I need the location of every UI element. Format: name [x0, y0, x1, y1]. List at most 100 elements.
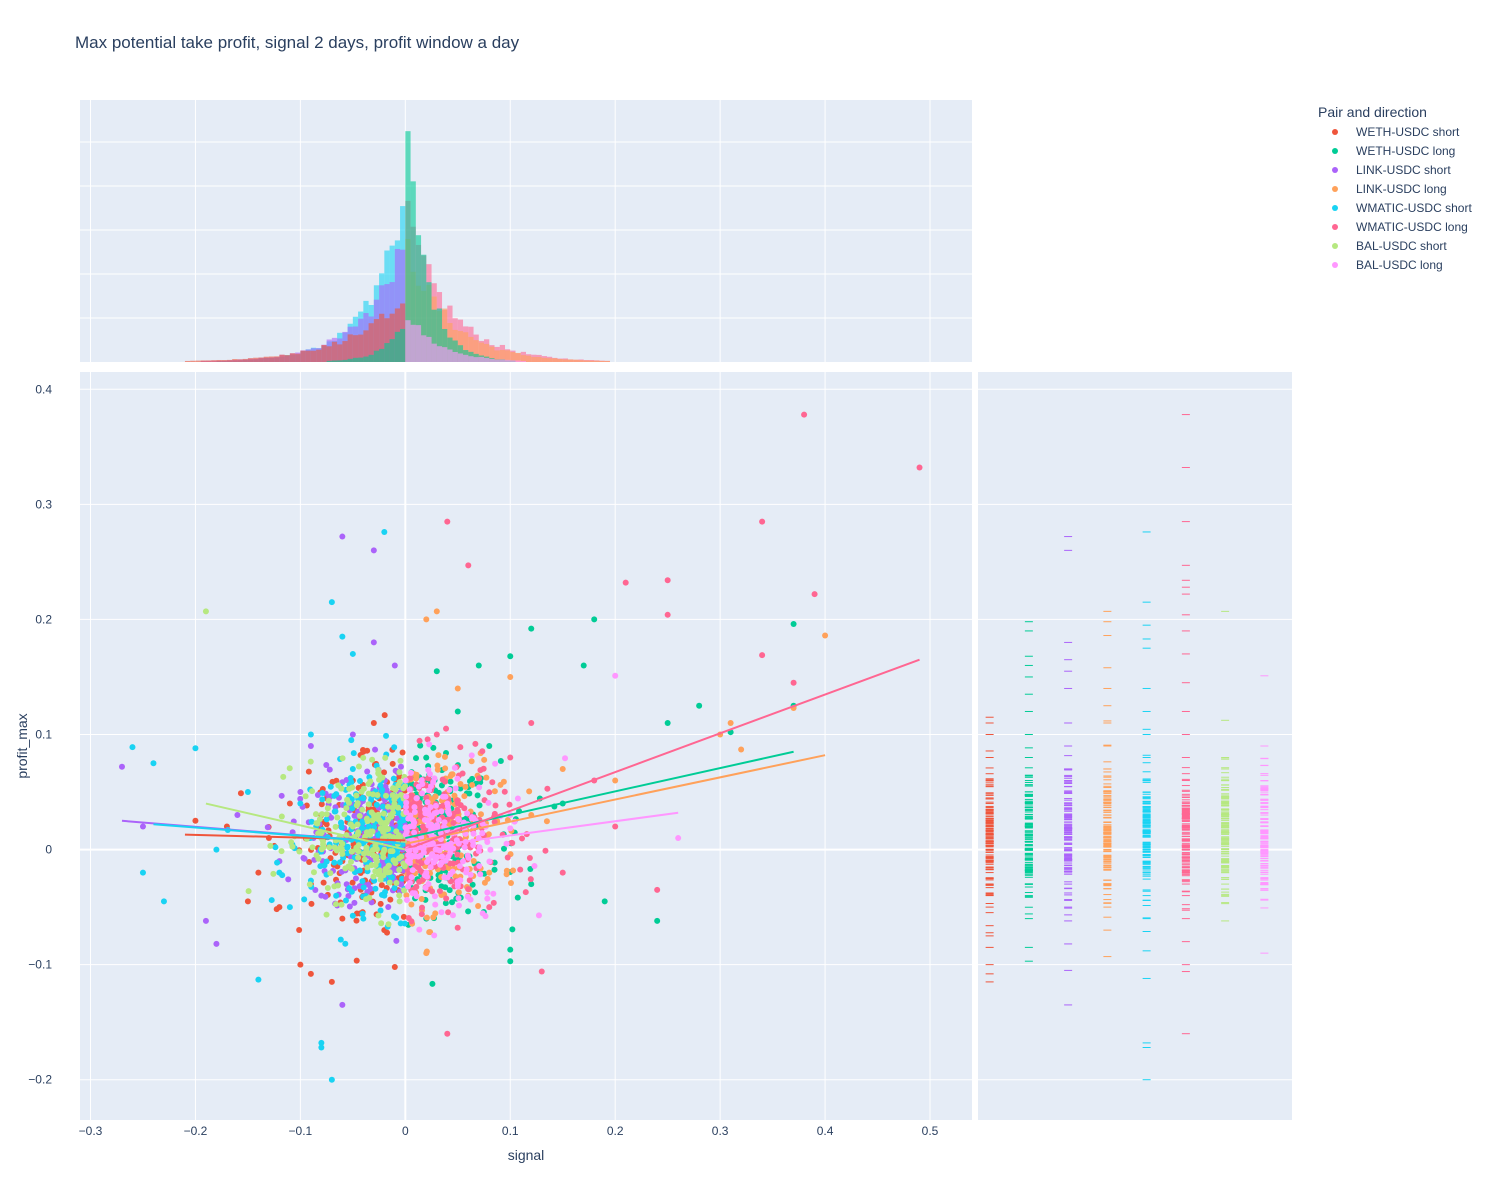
scatter-point [341, 811, 348, 818]
legend-item[interactable]: BAL-USDC long [1318, 255, 1472, 274]
scatter-point [457, 780, 464, 787]
scatter-point [432, 802, 439, 809]
scatter-point [302, 793, 309, 800]
histogram-bar [258, 357, 264, 362]
scatter-point [486, 904, 493, 911]
scatter-point [344, 796, 351, 803]
scatter-point [346, 903, 353, 910]
scatter-point [382, 754, 389, 761]
scatter-point [454, 806, 461, 813]
histogram-bar [442, 328, 448, 362]
scatter-point [417, 804, 424, 811]
scatter-point [459, 770, 466, 777]
legend-item[interactable]: WMATIC-USDC long [1318, 217, 1472, 236]
scatter-point [336, 859, 343, 866]
scatter-point [350, 750, 357, 757]
scatter-point [417, 852, 424, 859]
legend-item[interactable]: BAL-USDC short [1318, 236, 1472, 255]
scatter-point [326, 766, 333, 773]
scatter-point [342, 897, 349, 904]
scatter-point [363, 844, 370, 851]
scatter-point [454, 800, 461, 807]
legend-item[interactable]: LINK-USDC long [1318, 179, 1472, 198]
scatter-point [353, 917, 360, 924]
histogram-bar [226, 359, 233, 362]
scatter-point [484, 889, 491, 896]
scatter-point [338, 820, 345, 827]
scatter-point [528, 881, 535, 888]
scatter-point [445, 808, 452, 815]
scatter-point [360, 754, 367, 761]
scatter-point [286, 800, 293, 807]
scatter-point [359, 818, 366, 825]
legend-item[interactable]: LINK-USDC short [1318, 160, 1472, 179]
scatter-point [270, 870, 277, 877]
scatter-point [759, 652, 766, 659]
scatter-point [429, 851, 436, 858]
scatter-point [395, 782, 402, 789]
legend-item[interactable]: WETH-USDC long [1318, 141, 1472, 160]
scatter-point [446, 845, 453, 852]
scatter-point [307, 970, 314, 977]
scatter-point [406, 879, 413, 886]
scatter-point [386, 833, 393, 840]
legend-item[interactable]: WMATIC-USDC short [1318, 198, 1472, 217]
scatter-point [364, 818, 371, 825]
x-tick-label: 0.1 [502, 1124, 519, 1138]
x-tick-label: 0 [402, 1124, 409, 1138]
trend-line [405, 754, 826, 845]
scatter-point [612, 823, 619, 830]
scatter-point [399, 749, 406, 756]
scatter-point [286, 765, 293, 772]
scatter-point [337, 936, 344, 943]
scatter-point [500, 845, 507, 852]
scatter-point [276, 869, 283, 876]
scatter-point [353, 957, 360, 964]
scatter-point [591, 616, 598, 623]
scatter-point [427, 864, 434, 871]
scatter-point [375, 770, 382, 777]
scatter-point [274, 859, 281, 866]
histogram-bar [274, 356, 280, 362]
scatter-point [455, 889, 462, 896]
scatter-point [425, 811, 432, 818]
scatter-point [455, 816, 462, 823]
histogram-bar [200, 360, 206, 362]
scatter-point [443, 895, 450, 902]
scatter-point [318, 811, 325, 818]
scatter-point [413, 794, 420, 801]
scatter-point [360, 915, 367, 922]
histogram-bar [205, 360, 212, 362]
histogram-bar [326, 360, 332, 362]
scatter-point [454, 924, 461, 931]
scatter-point [370, 873, 377, 880]
scatter-point [391, 744, 398, 751]
legend-item[interactable]: WETH-USDC short [1318, 122, 1472, 141]
scatter-point [664, 577, 671, 584]
histogram-bar [284, 355, 290, 362]
scatter-point [297, 800, 304, 807]
histogram-bar [494, 350, 500, 362]
scatter-point [811, 591, 818, 598]
scatter-point [432, 910, 439, 917]
scatter-point [312, 811, 319, 818]
histogram-bar [604, 360, 610, 362]
scatter-point [335, 882, 342, 889]
scatter-point [331, 808, 338, 815]
histogram-bar [331, 341, 338, 362]
scatter-point [375, 871, 382, 878]
scatter-point [129, 744, 136, 751]
scatter-point [349, 805, 356, 812]
scatter-point [351, 899, 358, 906]
scatter-point [413, 755, 420, 762]
scatter-point [323, 911, 330, 918]
scatter-point [429, 980, 436, 987]
scatter-point [318, 846, 325, 853]
scatter-point [470, 830, 477, 837]
scatter-point [397, 819, 404, 826]
scatter-point [475, 902, 482, 909]
scatter-point [465, 908, 472, 915]
scatter-point [444, 800, 451, 807]
legend-marker [1332, 147, 1338, 154]
